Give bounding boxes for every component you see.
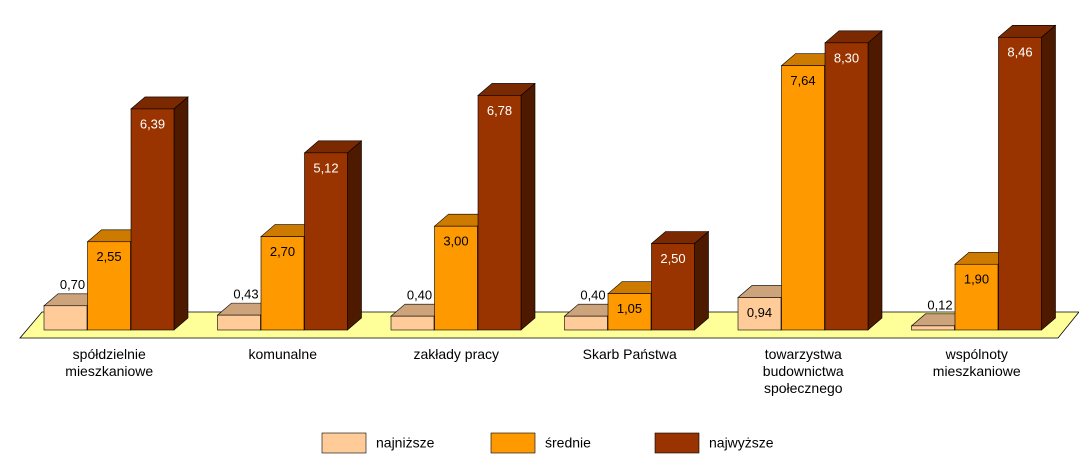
value-label: 0,43 <box>233 287 258 302</box>
bar-front <box>737 297 782 331</box>
legend-label: najniższe <box>376 435 435 451</box>
value-label: 6,39 <box>140 116 165 131</box>
bar-side <box>867 30 883 331</box>
legend-swatch <box>490 432 536 454</box>
value-label: 5,12 <box>313 160 338 175</box>
legend-label: średnie <box>545 435 591 451</box>
bar-front <box>434 225 478 331</box>
bar-front <box>824 42 869 331</box>
value-label: 0,94 <box>747 305 772 320</box>
bar <box>997 24 1057 331</box>
bar-side <box>694 230 709 331</box>
bar-front <box>217 314 261 331</box>
value-label: 6,78 <box>487 103 512 118</box>
value-label: 2,55 <box>96 249 121 264</box>
x-tick-label: komunalne <box>248 346 318 362</box>
value-label: 2,70 <box>270 244 295 259</box>
value-label: 0,40 <box>580 288 605 303</box>
bar-side <box>1041 24 1056 331</box>
bar-front <box>911 325 955 331</box>
bar-front <box>43 305 88 331</box>
bar-front <box>954 263 999 331</box>
bar <box>130 96 189 331</box>
bar <box>477 82 536 331</box>
legend-swatch <box>321 432 367 454</box>
value-label: 0,40 <box>407 288 432 303</box>
bar-front <box>87 241 131 331</box>
x-tick-label: zakłady pracy <box>413 346 500 362</box>
bar-side <box>173 96 189 331</box>
value-label: 2,50 <box>660 251 685 266</box>
x-tick-label: wspólnoty mieszkaniowe <box>932 346 1021 379</box>
x-tick-label: spółdzielnie mieszkaniowe <box>65 346 154 379</box>
x-tick-label: towarzystwa budownictwa społecznego <box>762 346 844 396</box>
bar <box>303 140 363 331</box>
value-label: 3,00 <box>443 234 468 249</box>
value-label: 1,05 <box>617 301 642 316</box>
bar-front <box>998 36 1042 331</box>
value-label: 7,64 <box>790 73 815 88</box>
bar <box>824 30 883 331</box>
bar-front <box>781 65 825 331</box>
value-label: 0,70 <box>60 277 85 292</box>
bar-front <box>564 315 608 331</box>
value-label: 0,12 <box>927 297 952 312</box>
bar-front <box>651 243 695 331</box>
value-label: 1,90 <box>964 272 989 287</box>
bar <box>954 251 1013 331</box>
value-label: 8,30 <box>834 50 859 65</box>
bar-front <box>260 236 305 331</box>
bar <box>650 230 710 331</box>
bar-front <box>304 152 348 331</box>
bar-side <box>520 82 536 331</box>
x-tick-label: Skarb Państwa <box>582 346 677 362</box>
legend-label: najwyższe <box>709 435 774 451</box>
bar-front <box>390 315 435 331</box>
bar-front <box>607 293 652 331</box>
bar-front <box>477 95 522 331</box>
value-label: 8,46 <box>1007 45 1032 60</box>
bar-side <box>347 140 362 331</box>
bar-front <box>130 108 175 331</box>
legend-swatch <box>654 432 700 454</box>
